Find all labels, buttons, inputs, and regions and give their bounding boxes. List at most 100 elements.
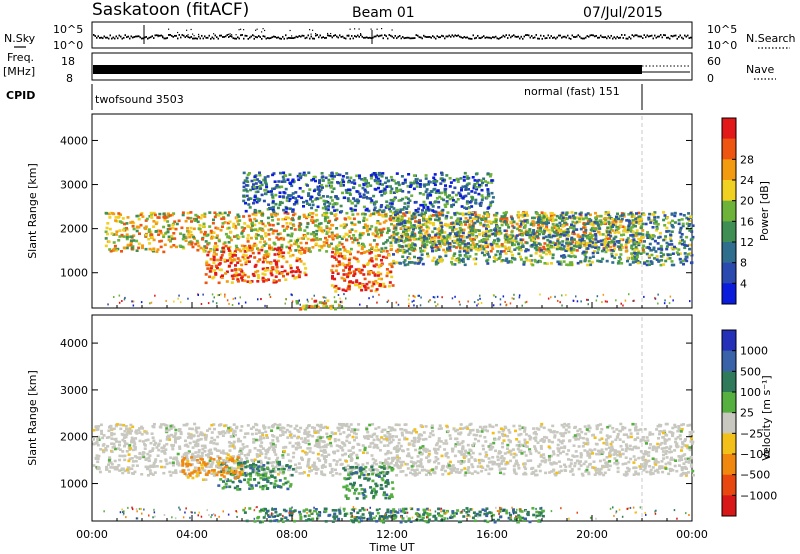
heatmap-cell [445, 442, 449, 445]
nsky-point [162, 35, 164, 37]
heatmap-cell [603, 243, 607, 246]
heatmap-cell [519, 223, 523, 226]
heatmap-cell [355, 198, 359, 201]
heatmap-cell [395, 189, 399, 193]
heatmap-cell [429, 299, 431, 302]
heatmap-cell [283, 180, 287, 183]
heatmap-cell [315, 236, 319, 240]
heatmap-cell [301, 190, 305, 193]
heatmap-cell [423, 185, 427, 188]
heatmap-cell [132, 440, 136, 443]
heatmap-cell [498, 252, 502, 256]
heatmap-cell [351, 446, 355, 450]
heatmap-cell [474, 245, 477, 248]
heatmap-cell [331, 247, 335, 250]
heatmap-cell [286, 424, 290, 427]
heatmap-cell [319, 196, 323, 200]
heatmap-cell [432, 176, 436, 180]
nsky-point [681, 36, 683, 39]
heatmap-cell [187, 242, 191, 246]
heatmap-cell [118, 440, 121, 444]
heatmap-cell [118, 235, 122, 238]
heatmap-cell [596, 259, 600, 263]
heatmap-cell [606, 248, 610, 252]
heatmap-cell [467, 242, 470, 245]
heatmap-cell [374, 226, 378, 230]
heatmap-cell [404, 233, 408, 237]
heatmap-cell [642, 244, 646, 248]
heatmap-cell [555, 214, 559, 218]
heatmap-cell [356, 260, 360, 263]
heatmap-cell [276, 439, 280, 443]
heatmap-cell [246, 234, 250, 237]
heatmap-cell [524, 256, 528, 260]
heatmap-cell [466, 206, 470, 210]
heatmap-cell [354, 268, 358, 271]
heatmap-cell [364, 288, 368, 292]
heatmap-cell [314, 219, 317, 223]
heatmap-cell [382, 242, 386, 245]
heatmap-cell [278, 191, 282, 194]
nsky-point [123, 36, 125, 39]
nsky-point [219, 34, 221, 37]
heatmap-cell [117, 212, 121, 215]
heatmap-cell [479, 184, 483, 187]
heatmap-cell [270, 213, 273, 216]
heatmap-cell [201, 447, 205, 451]
nsky-point [258, 35, 260, 37]
heatmap-cell [485, 212, 489, 216]
heatmap-cell [489, 201, 493, 204]
heatmap-cell [523, 225, 527, 229]
heatmap-cell [345, 238, 349, 242]
heatmap-cell [456, 231, 460, 234]
heatmap-cell [248, 281, 252, 284]
heatmap-cell [536, 260, 540, 264]
heatmap-cell [480, 179, 484, 182]
heatmap-cell [110, 442, 114, 445]
heatmap-cell [581, 238, 585, 241]
heatmap-cell [482, 238, 485, 242]
heatmap-cell [470, 205, 474, 208]
heatmap-cell [188, 241, 192, 244]
heatmap-cell [484, 241, 488, 245]
heatmap-cell [241, 235, 245, 238]
heatmap-cell [279, 251, 283, 255]
heatmap-cell [615, 299, 617, 302]
nsky-point [328, 34, 330, 37]
heatmap-cell [670, 213, 674, 216]
heatmap-cell [297, 224, 301, 228]
heatmap-cell [335, 460, 339, 463]
heatmap-cell [248, 244, 251, 248]
nsky-point [388, 34, 390, 36]
heatmap-cell [296, 239, 299, 242]
heatmap-cell [310, 232, 314, 236]
heatmap-cell [350, 265, 354, 268]
heatmap-cell [459, 462, 463, 465]
heatmap-cell [425, 188, 429, 191]
nsky-point [313, 37, 315, 40]
heatmap-cell [242, 272, 245, 275]
nsky-point [327, 32, 329, 35]
heatmap-cell [501, 244, 505, 248]
heatmap-cell [678, 231, 682, 234]
heatmap-cell [605, 234, 608, 238]
heatmap-cell [554, 218, 558, 222]
nsky-point [541, 37, 543, 40]
heatmap-cell [592, 245, 596, 248]
heatmap-cell [162, 235, 166, 239]
heatmap-cell [149, 211, 153, 215]
heatmap-cell [651, 234, 655, 237]
heatmap-cell [526, 221, 530, 224]
heatmap-cell [515, 444, 519, 447]
heatmap-cell [551, 219, 555, 222]
heatmap-cell [347, 285, 351, 288]
heatmap-cell [168, 214, 172, 217]
heatmap-cell [388, 281, 392, 284]
heatmap-cell [396, 181, 400, 184]
heatmap-cell [477, 245, 481, 248]
heatmap-cell [500, 215, 504, 218]
heatmap-cell [665, 449, 669, 453]
heatmap-cell [149, 233, 153, 236]
nsky-point [411, 37, 413, 40]
heatmap-cell [438, 213, 442, 216]
